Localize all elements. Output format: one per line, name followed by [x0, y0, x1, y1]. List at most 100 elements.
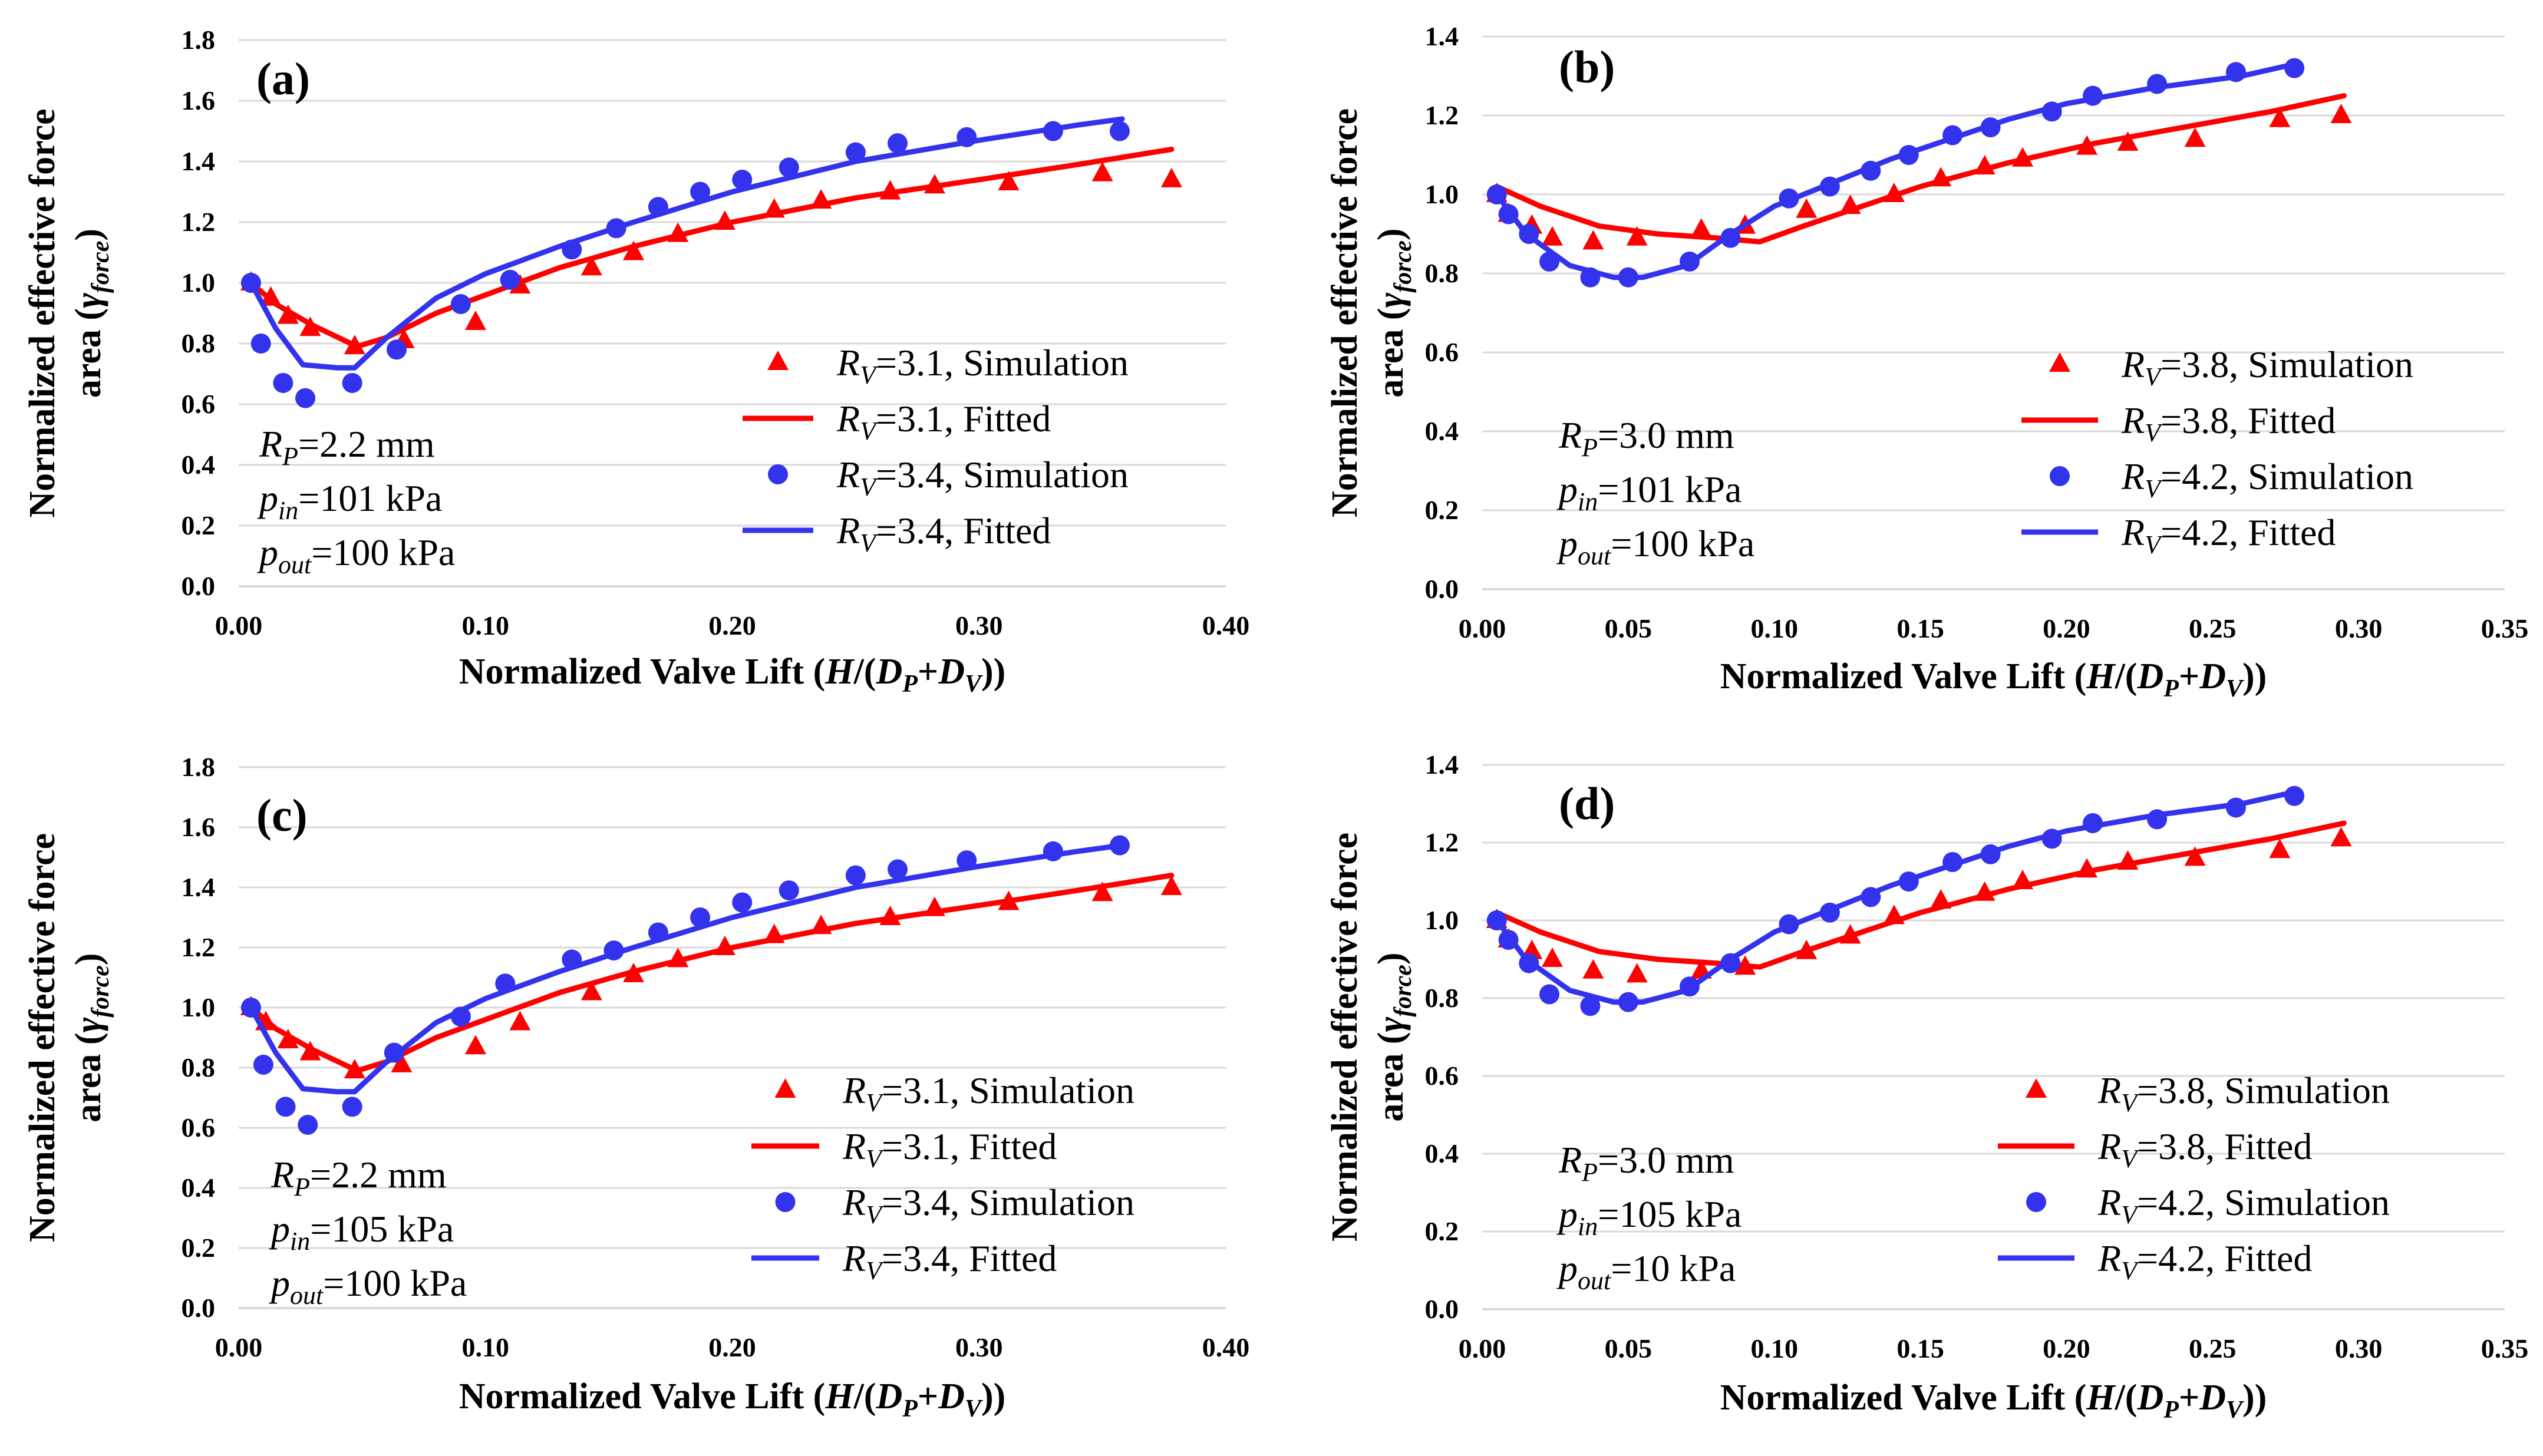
y-tick-label: 0.2 [1425, 495, 1459, 525]
x-tick-label: 0.20 [708, 610, 756, 640]
legend-circle-swatch [775, 1192, 796, 1212]
series-fitted-line [248, 873, 1175, 1074]
legend-label: RV=3.4, Simulation [836, 454, 1129, 501]
data-point-triangle [623, 240, 644, 260]
annotation-line: pin=105 kPa [269, 1208, 454, 1256]
x-tick-label: 0.15 [1896, 613, 1944, 643]
x-tick-label: 0.35 [2481, 1333, 2529, 1363]
y-tick-label: 1.4 [182, 146, 216, 176]
annotation-line: pout=10 kPa [1556, 1247, 1736, 1295]
x-tick-label: 0.40 [1202, 610, 1250, 640]
y-tick-label: 1.8 [182, 25, 216, 55]
data-point-triangle [260, 286, 282, 306]
legend-label: RV=3.8, Fitted [2121, 400, 2336, 447]
legend-circle-swatch [2026, 1192, 2046, 1212]
panel-label: (b) [1559, 41, 1615, 93]
legend-label: RV=3.1, Simulation [836, 342, 1129, 389]
data-point-triangle [2269, 107, 2291, 127]
data-point-triangle [1091, 881, 1113, 902]
series-line [1494, 93, 2347, 245]
y-tick-label: 1.0 [1425, 905, 1459, 935]
y-tick-label: 0.8 [1425, 983, 1459, 1013]
series-fitted-line [1494, 61, 2297, 280]
data-point-circle [273, 372, 293, 393]
y-axis-title-line2: area (γforce) [68, 953, 114, 1122]
series-simulation-points [240, 876, 1182, 1079]
series-fitted-line [1494, 789, 2297, 1005]
data-point-circle [1109, 121, 1130, 141]
legend-entry: RV=3.4, Fitted [751, 1237, 1057, 1285]
x-tick-label: 0.30 [955, 1332, 1003, 1362]
y-tick-label: 0.2 [182, 1233, 216, 1263]
legend-entry: RV=3.4, Simulation [775, 1181, 1134, 1229]
y-tick-label: 0.2 [182, 510, 216, 540]
data-point-circle [275, 1097, 296, 1117]
chart-panel-d: 0.0 0.2 0.4 0.6 0.8 1.0 1.2 1.4 0.00 0.05 0.10 0.15… [1325, 750, 2528, 1424]
y-tick-label: 1.4 [182, 872, 216, 902]
y-tick-label: 0.6 [1425, 337, 1459, 367]
data-point-triangle [1796, 198, 1818, 218]
y-tick-label: 0.0 [182, 1293, 216, 1323]
data-point-circle [1580, 996, 1601, 1016]
annotation-line: pin=105 kPa [1556, 1193, 1741, 1241]
annotation-line: pout=100 kPa [269, 1262, 467, 1310]
y-tick-label: 0.6 [182, 389, 216, 419]
series-fitted-line [1494, 820, 2347, 970]
data-point-circle [732, 169, 753, 190]
legend-entry: RV=4.2, Fitted [2021, 511, 2336, 559]
legend-label: RV=3.4, Fitted [842, 1237, 1057, 1285]
y-tick-label: 1.0 [182, 268, 216, 298]
series-line [248, 873, 1175, 1074]
x-tick-label: 0.10 [462, 1332, 510, 1362]
series-line [248, 116, 1125, 371]
legend-entry: RV=3.1, Simulation [774, 1069, 1134, 1117]
series-fitted-line [248, 843, 1125, 1095]
annotation-line: RP=3.0 mm [1558, 1139, 1734, 1187]
y-tick-label: 1.0 [1425, 179, 1459, 209]
y-axis-title-line1: Normalized effective force [22, 833, 62, 1242]
y-tick-label: 0.2 [1425, 1216, 1459, 1246]
legend-entry: RV=3.4, Simulation [768, 454, 1129, 501]
y-tick-label: 0.4 [182, 1173, 216, 1203]
data-point-circle [253, 1054, 273, 1075]
data-point-circle [250, 334, 271, 354]
data-point-triangle [509, 1011, 531, 1031]
legend-entry: RV=3.8, Fitted [2021, 400, 2336, 447]
legend-label: RV=3.1, Fitted [836, 398, 1051, 445]
data-point-triangle [1582, 230, 1604, 250]
data-point-circle [342, 372, 362, 393]
data-point-triangle [1160, 167, 1182, 187]
y-tick-label: 1.4 [1425, 21, 1459, 51]
x-tick-label: 0.20 [2043, 613, 2090, 643]
data-point-circle [295, 388, 316, 408]
series-line [1494, 789, 2297, 1005]
data-point-circle [845, 865, 866, 886]
series-line [248, 843, 1125, 1095]
x-tick-label: 0.30 [955, 610, 1003, 640]
data-point-circle [888, 133, 908, 154]
chart-panel-c: 0.0 0.2 0.4 0.6 0.8 1.0 1.2 1.4 1.6 1.8 0.00 0.10 0.… [22, 752, 1249, 1422]
y-tick-label: 1.8 [182, 752, 216, 782]
y-tick-label: 0.6 [1425, 1061, 1459, 1091]
y-axis-title-line1: Normalized effective force [1325, 108, 1365, 517]
x-tick-label: 0.05 [1605, 1333, 1653, 1363]
x-tick-label: 0.10 [462, 610, 510, 640]
data-point-triangle [1690, 218, 1712, 238]
y-tick-label: 0.0 [1425, 1294, 1459, 1324]
y-tick-label: 1.0 [182, 992, 216, 1022]
legend-triangle-swatch [774, 1078, 796, 1098]
legend-label: RV=3.1, Fitted [842, 1125, 1057, 1173]
data-point-triangle [465, 1035, 486, 1055]
series-simulation-points [240, 161, 1182, 355]
legend-entry: RV=3.1, Fitted [751, 1125, 1057, 1173]
panel-label: (c) [256, 790, 308, 841]
x-tick-label: 0.20 [708, 1332, 756, 1362]
data-point-triangle [580, 980, 602, 1001]
legend-label: RV=3.8, Simulation [2097, 1069, 2390, 1117]
y-tick-label: 1.4 [1425, 750, 1459, 780]
legend-entry: RV=3.1, Simulation [767, 342, 1129, 389]
data-point-circle [845, 142, 866, 163]
data-point-circle [779, 157, 799, 178]
legend-label: RV=4.2, Simulation [2121, 455, 2413, 503]
legend-label: RV=4.2, Fitted [2097, 1237, 2312, 1285]
